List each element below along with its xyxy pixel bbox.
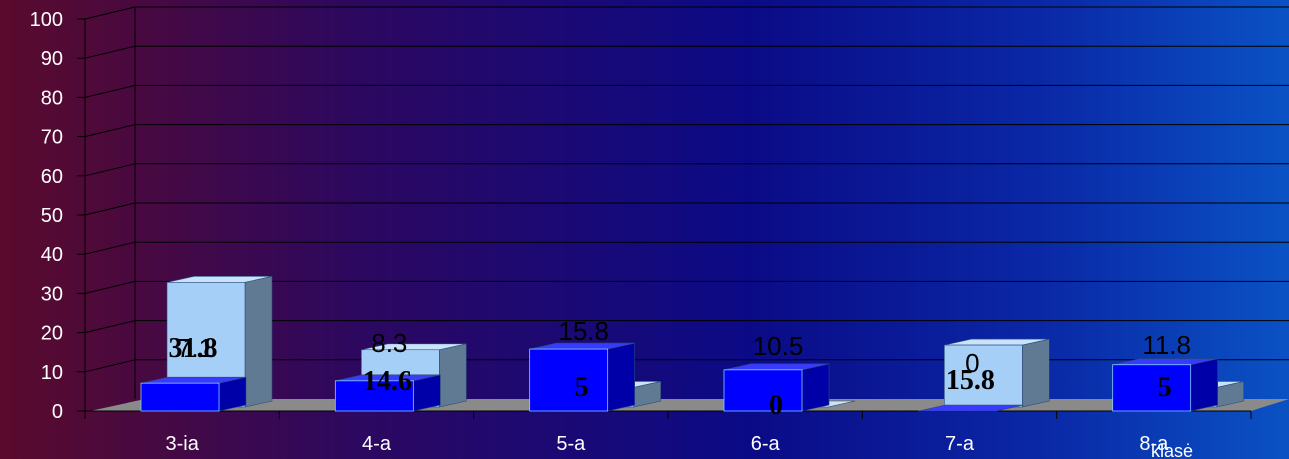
y-tick-label: 90 (41, 48, 63, 70)
x-category-label: 7-a (945, 433, 975, 455)
bar-front (140, 382, 220, 412)
y-tick-label: 70 (41, 127, 63, 149)
data-label-back-series: 15.8 (946, 365, 995, 396)
bar-front (723, 369, 803, 412)
y-tick-label: 40 (41, 244, 63, 266)
gridline-diagonal (84, 359, 136, 373)
y-tick-label: 60 (41, 166, 63, 188)
gridline-diagonal (84, 241, 136, 255)
data-label-front-series: 7.1 (177, 333, 213, 363)
bar-front-side (1190, 358, 1218, 412)
gridline-diagonal (84, 45, 136, 59)
x-category-label: 3-ia (165, 433, 199, 455)
gridline-diagonal (84, 124, 136, 138)
y-tick-label: 50 (41, 205, 63, 227)
x-axis-title: klasė (1151, 441, 1193, 459)
y-tick-label: 20 (41, 323, 63, 345)
bar-back-side (1022, 338, 1050, 408)
bar-back-side (244, 275, 273, 408)
y-tick-label: 30 (41, 283, 63, 305)
bar-back (944, 344, 1023, 408)
data-label-front-series: 8.3 (371, 328, 407, 358)
gridline-diagonal (84, 84, 136, 98)
gridline-diagonal (84, 6, 136, 20)
bar-front-top (918, 404, 1024, 412)
series-front (140, 342, 1218, 412)
x-category-label: 6-a (751, 433, 781, 455)
y-tick-label: 80 (41, 87, 63, 109)
x-category-label: 4-a (362, 433, 392, 455)
x-category-label: 8-a (1139, 433, 1169, 455)
bar-front-side (801, 363, 830, 412)
x-category-label: 5-a (556, 433, 586, 455)
series-back (166, 275, 1244, 408)
data-label-back-series: 5 (575, 372, 589, 403)
data-label-front-series: 11.8 (1142, 330, 1191, 360)
bar-back-side (439, 343, 467, 408)
bar-front (334, 380, 414, 412)
bar-front (1112, 364, 1192, 412)
bar-front (529, 348, 609, 412)
y-tick-label: 100 (30, 9, 63, 31)
bar-front-side (413, 374, 441, 412)
gridline-diagonal (84, 202, 136, 216)
bar-front-side (607, 342, 635, 412)
gridline-diagonal (84, 280, 136, 294)
data-label-front-series: 10.5 (753, 331, 804, 361)
gridline-diagonal (84, 163, 136, 177)
gridline-diagonal (84, 320, 136, 334)
data-label-front-series: 0 (965, 348, 979, 378)
data-label-front-series: 15.8 (558, 316, 609, 346)
data-label-back-series: 0 (769, 390, 783, 421)
gridlines (84, 6, 1289, 399)
data-label-back-series: 14.6 (363, 366, 412, 397)
data-label-back-series: 31.8 (169, 333, 218, 364)
y-tick-label: 10 (41, 362, 63, 384)
data-label-back-series: 5 (1158, 372, 1172, 403)
y-tick-label: 0 (52, 401, 63, 423)
